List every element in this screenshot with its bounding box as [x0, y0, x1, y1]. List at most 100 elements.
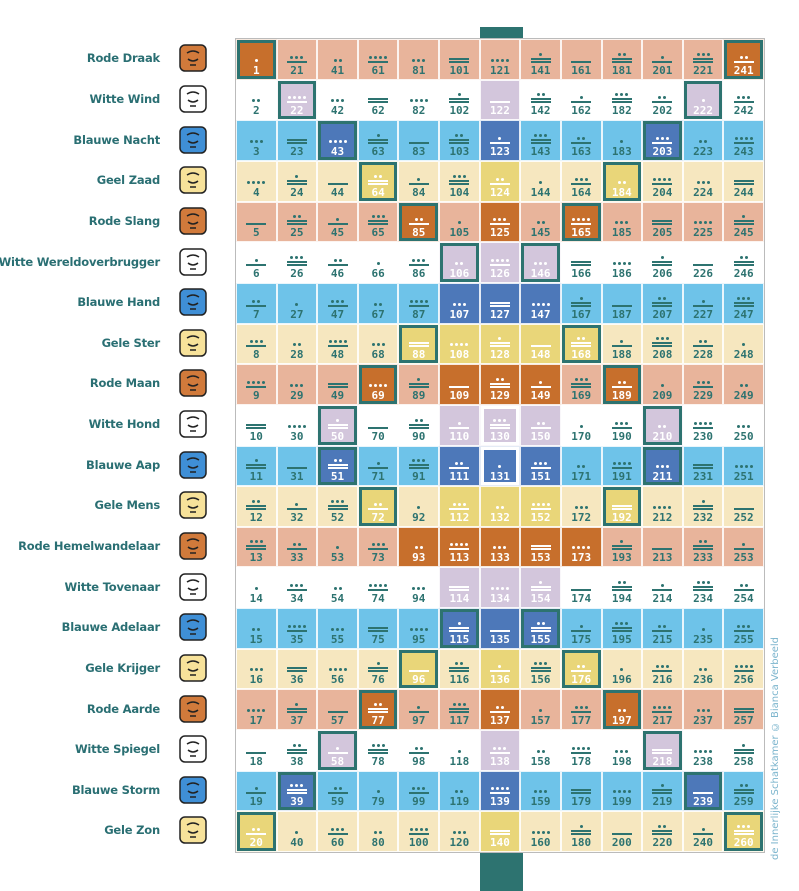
- kin-19[interactable]: 19: [236, 770, 277, 812]
- kin-133[interactable]: 133: [479, 526, 521, 568]
- kin-58[interactable]: 58: [317, 730, 358, 771]
- kin-245[interactable]: 245: [723, 201, 764, 243]
- kin-114[interactable]: 114: [439, 567, 480, 609]
- kin-195[interactable]: 195: [601, 608, 643, 649]
- kin-60[interactable]: 60: [317, 811, 358, 852]
- kin-130[interactable]: 130: [479, 404, 521, 446]
- kin-184[interactable]: 184: [601, 160, 643, 202]
- kin-238[interactable]: 238: [682, 730, 724, 771]
- kin-233[interactable]: 233: [682, 526, 724, 568]
- kin-18[interactable]: 18: [236, 730, 277, 771]
- kin-15[interactable]: 15: [236, 608, 277, 649]
- kin-215[interactable]: 215: [642, 608, 683, 649]
- kin-82[interactable]: 82: [398, 79, 440, 121]
- kin-232[interactable]: 232: [682, 486, 724, 527]
- kin-49[interactable]: 49: [317, 364, 358, 405]
- kin-186[interactable]: 186: [601, 242, 643, 283]
- kin-116[interactable]: 116: [439, 648, 480, 690]
- kin-160[interactable]: 160: [520, 811, 561, 852]
- kin-214[interactable]: 214: [642, 567, 683, 609]
- kin-42[interactable]: 42: [317, 79, 358, 121]
- kin-55[interactable]: 55: [317, 608, 358, 649]
- kin-126[interactable]: 126: [479, 242, 521, 283]
- kin-69[interactable]: 69: [357, 364, 399, 405]
- kin-122[interactable]: 122: [479, 79, 521, 121]
- kin-65[interactable]: 65: [357, 201, 399, 243]
- kin-53[interactable]: 53: [317, 526, 358, 568]
- kin-33[interactable]: 33: [276, 526, 318, 568]
- kin-244[interactable]: 244: [723, 160, 764, 202]
- kin-13[interactable]: 13: [236, 526, 277, 568]
- kin-159[interactable]: 159: [520, 770, 561, 812]
- kin-143[interactable]: 143: [520, 120, 561, 161]
- kin-183[interactable]: 183: [601, 120, 643, 161]
- kin-224[interactable]: 224: [682, 160, 724, 202]
- kin-86[interactable]: 86: [398, 242, 440, 283]
- kin-247[interactable]: 247: [723, 282, 764, 324]
- kin-170[interactable]: 170: [560, 404, 602, 446]
- kin-213[interactable]: 213: [642, 526, 683, 568]
- kin-178[interactable]: 178: [560, 730, 602, 771]
- kin-212[interactable]: 212: [642, 486, 683, 527]
- kin-41[interactable]: 41: [317, 39, 358, 80]
- kin-194[interactable]: 194: [601, 567, 643, 609]
- kin-98[interactable]: 98: [398, 730, 440, 771]
- kin-196[interactable]: 196: [601, 648, 643, 690]
- kin-188[interactable]: 188: [601, 323, 643, 365]
- kin-249[interactable]: 249: [723, 364, 764, 405]
- kin-221[interactable]: 221: [682, 39, 724, 80]
- kin-255[interactable]: 255: [723, 608, 764, 649]
- kin-190[interactable]: 190: [601, 404, 643, 446]
- kin-95[interactable]: 95: [398, 608, 440, 649]
- kin-180[interactable]: 180: [560, 811, 602, 852]
- kin-134[interactable]: 134: [479, 567, 521, 609]
- kin-148[interactable]: 148: [520, 323, 561, 365]
- kin-171[interactable]: 171: [560, 445, 602, 487]
- kin-205[interactable]: 205: [642, 201, 683, 243]
- kin-93[interactable]: 93: [398, 526, 440, 568]
- kin-154[interactable]: 154: [520, 567, 561, 609]
- kin-52[interactable]: 52: [317, 486, 358, 527]
- kin-161[interactable]: 161: [560, 39, 602, 80]
- kin-90[interactable]: 90: [398, 404, 440, 446]
- kin-147[interactable]: 147: [520, 282, 561, 324]
- kin-89[interactable]: 89: [398, 364, 440, 405]
- kin-5[interactable]: 5: [236, 201, 277, 243]
- kin-254[interactable]: 254: [723, 567, 764, 609]
- kin-68[interactable]: 68: [357, 323, 399, 365]
- kin-135[interactable]: 135: [479, 608, 521, 649]
- kin-142[interactable]: 142: [520, 79, 561, 121]
- kin-1[interactable]: 1: [236, 39, 277, 80]
- kin-105[interactable]: 105: [439, 201, 480, 243]
- kin-83[interactable]: 83: [398, 120, 440, 161]
- kin-236[interactable]: 236: [682, 648, 724, 690]
- kin-123[interactable]: 123: [479, 120, 521, 161]
- kin-223[interactable]: 223: [682, 120, 724, 161]
- kin-230[interactable]: 230: [682, 404, 724, 446]
- kin-16[interactable]: 16: [236, 648, 277, 690]
- kin-111[interactable]: 111: [439, 445, 480, 487]
- kin-127[interactable]: 127: [479, 282, 521, 324]
- kin-129[interactable]: 129: [479, 364, 521, 405]
- kin-197[interactable]: 197: [601, 689, 643, 731]
- kin-181[interactable]: 181: [601, 39, 643, 80]
- kin-144[interactable]: 144: [520, 160, 561, 202]
- kin-32[interactable]: 32: [276, 486, 318, 527]
- kin-258[interactable]: 258: [723, 730, 764, 771]
- kin-182[interactable]: 182: [601, 79, 643, 121]
- kin-210[interactable]: 210: [642, 404, 683, 446]
- kin-3[interactable]: 3: [236, 120, 277, 161]
- kin-76[interactable]: 76: [357, 648, 399, 690]
- kin-200[interactable]: 200: [601, 811, 643, 852]
- kin-6[interactable]: 6: [236, 242, 277, 283]
- kin-165[interactable]: 165: [560, 201, 602, 243]
- kin-92[interactable]: 92: [398, 486, 440, 527]
- kin-185[interactable]: 185: [601, 201, 643, 243]
- kin-51[interactable]: 51: [317, 445, 358, 487]
- kin-40[interactable]: 40: [276, 811, 318, 852]
- kin-38[interactable]: 38: [276, 730, 318, 771]
- kin-203[interactable]: 203: [642, 120, 683, 161]
- kin-153[interactable]: 153: [520, 526, 561, 568]
- kin-169[interactable]: 169: [560, 364, 602, 405]
- kin-62[interactable]: 62: [357, 79, 399, 121]
